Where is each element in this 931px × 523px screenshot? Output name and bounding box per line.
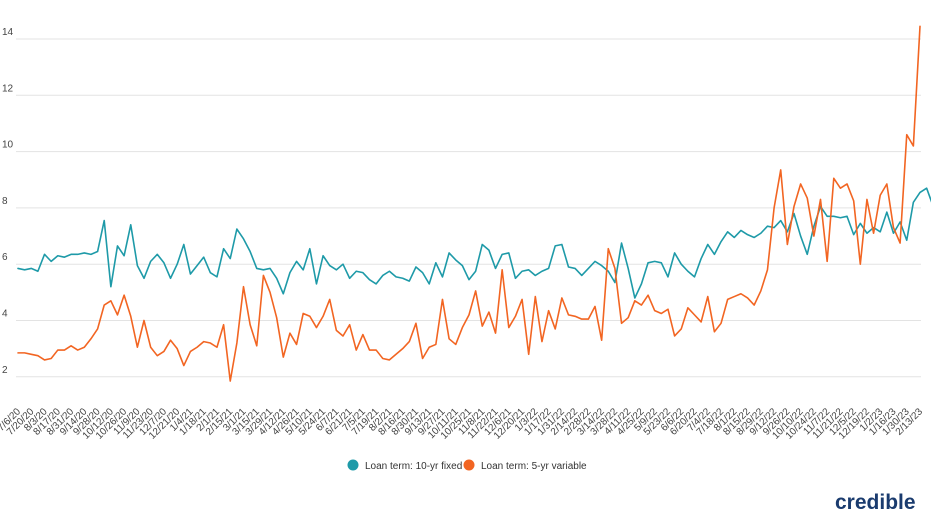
y-tick-label-14: 14 (2, 27, 14, 38)
legend-swatch-variable (463, 459, 475, 471)
y-tick-label-6: 6 (2, 252, 8, 263)
y-axis-ticks: 2 4 6 8 10 12 14 (2, 27, 14, 376)
y-tick-label-10: 10 (2, 140, 14, 151)
legend: Loan term: 10-yr fixed Loan term: 5-yr v… (347, 459, 588, 473)
series-line-variable (17, 25, 921, 382)
x-axis-ticks: 7/6/207/20/208/3/208/17/208/31/209/14/20… (0, 406, 925, 442)
y-tick-label-12: 12 (2, 83, 14, 94)
series-line-fixed (17, 187, 931, 299)
brand-logo: credible (835, 491, 916, 514)
y-tick-label-4: 4 (2, 309, 8, 320)
gridlines (16, 38, 921, 378)
legend-label-fixed: Loan term: 10-yr fixed (365, 461, 462, 472)
legend-label-variable: Loan term: 5-yr variable (481, 461, 587, 472)
series-lines (17, 25, 931, 382)
legend-item-fixed[interactable]: Loan term: 10-yr fixed (347, 459, 463, 473)
y-tick-label-2: 2 (2, 365, 8, 376)
legend-item-variable[interactable]: Loan term: 5-yr variable (463, 459, 588, 473)
y-tick-label-8: 8 (2, 196, 8, 207)
legend-swatch-fixed (347, 459, 359, 471)
